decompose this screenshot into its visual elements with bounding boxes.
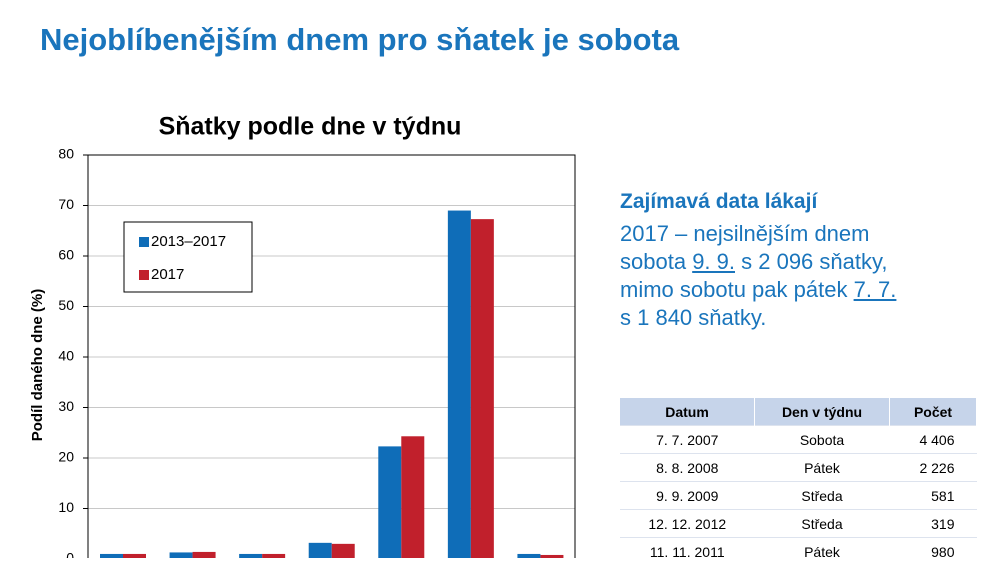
date: 9. 9. [692, 249, 735, 274]
chart-title: Sňatky podle dne v týdnu [159, 113, 462, 141]
table-cell: Pátek [755, 538, 890, 565]
text: sobota [620, 249, 686, 274]
bar [170, 552, 193, 558]
bar [332, 544, 355, 558]
highlight-title: Zajímavá data lákají [620, 188, 896, 216]
bar [239, 554, 262, 558]
text: s 1 840 sňatky. [620, 305, 766, 330]
table-cell: 319 [890, 510, 977, 538]
y-tick-label: 0 [66, 550, 74, 558]
table-cell: 8. 8. 2008 [620, 454, 755, 482]
y-tick-label: 50 [58, 297, 74, 313]
table-cell: 12. 12. 2012 [620, 510, 755, 538]
bar [193, 552, 216, 558]
y-tick-label: 70 [58, 196, 74, 212]
table-cell: 11. 11. 2011 [620, 538, 755, 565]
table-cell: 980 [890, 538, 977, 565]
text: 2017 – nejsilnějším dnem [620, 221, 869, 246]
text: s 2 096 sňatky, [741, 249, 887, 274]
date: 7. 7. [854, 277, 897, 302]
table-cell: Sobota [755, 426, 890, 454]
column-header: Den v týdnu [755, 398, 890, 426]
table-cell: 581 [890, 482, 977, 510]
table-cell: Středa [755, 510, 890, 538]
y-tick-label: 40 [58, 348, 74, 364]
y-tick-label: 80 [58, 146, 74, 162]
legend-label: 2017 [151, 266, 184, 283]
table-cell: 7. 7. 2007 [620, 426, 755, 454]
bar [378, 446, 401, 558]
y-tick-label: 60 [58, 247, 74, 263]
bar [309, 543, 332, 558]
table-cell: Středa [755, 482, 890, 510]
table-cell: 9. 9. 2009 [620, 482, 755, 510]
highlight: Zajímavá data lákají 2017 – nejsilnějším… [620, 188, 896, 332]
legend-swatch [139, 270, 149, 280]
bar [471, 219, 494, 558]
bar [448, 211, 471, 558]
bar [123, 554, 146, 558]
legend-swatch [139, 237, 149, 247]
bar [100, 554, 123, 558]
legend-label: 2013–2017 [151, 233, 226, 250]
column-header: Počet [890, 398, 977, 426]
y-axis-label: Podíl daného dne (%) [29, 289, 46, 442]
y-tick-label: 10 [58, 499, 74, 515]
chart: Sňatky podle dne v týdnu Podíl daného dn… [0, 0, 600, 558]
bar [401, 436, 424, 558]
table-cell: 4 406 [890, 426, 977, 454]
bar [262, 554, 285, 558]
y-tick-label: 20 [58, 449, 74, 465]
table-cell: Pátek [755, 454, 890, 482]
bar [517, 554, 540, 558]
column-header: Datum [620, 398, 755, 426]
table-cell: 2 226 [890, 454, 977, 482]
y-tick-label: 30 [58, 398, 74, 414]
text: mimo sobotu pak pátek [620, 277, 847, 302]
